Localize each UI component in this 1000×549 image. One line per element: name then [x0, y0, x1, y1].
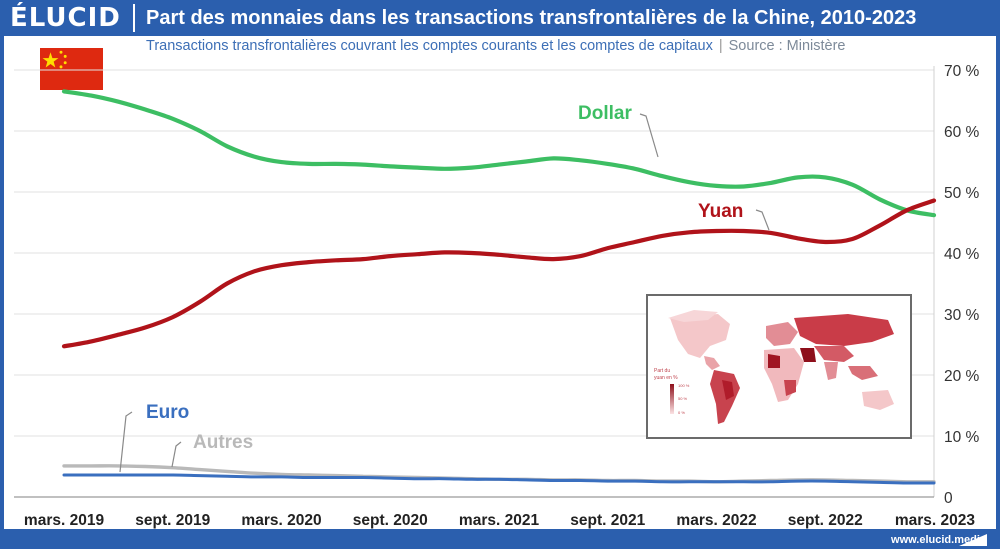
series-line-euro — [62, 473, 936, 485]
world-map-inset[interactable]: Part du yuan en % 100 % 50 % 0 % — [646, 294, 912, 439]
y-tick-label: 40 % — [944, 246, 980, 263]
y-axis-ticks: 0 10 % 20 % 30 % 40 % 50 % 60 % 70 % — [944, 63, 980, 507]
map-legend-tick-50: 50 % — [678, 396, 688, 401]
header: ÉLUCID Part des monnaies dans les transa… — [0, 0, 1000, 36]
x-axis-ticks: mars. 2019 sept. 2019 mars. 2020 sept. 2020… — [24, 512, 975, 529]
annotation-leader-euro — [119, 411, 133, 473]
y-tick-label: 10 % — [944, 429, 980, 446]
y-tick-label: 60 % — [944, 124, 980, 141]
annotation-leader-yuan — [755, 209, 770, 231]
subtitle-text: Transactions transfrontalières couvrant … — [146, 38, 713, 54]
footer-url[interactable]: www.elucid.media — [891, 534, 986, 546]
y-tick-label: 20 % — [944, 368, 980, 385]
y-tick-label: 0 — [944, 490, 953, 507]
elucid-logo[interactable]: ÉLUCID — [10, 3, 121, 33]
world-map-image: Part du yuan en % 100 % 50 % 0 % — [648, 296, 910, 437]
x-tick-label: sept. 2022 — [788, 512, 863, 529]
series-label-autres: Autres — [193, 432, 253, 453]
china-flag-icon — [40, 48, 103, 90]
y-tick-label: 50 % — [944, 185, 980, 202]
annotation-leader-autres — [171, 441, 182, 468]
series-line-yuan — [61, 198, 937, 349]
y-tick-label: 30 % — [944, 307, 980, 324]
map-legend-title-line1: Part du — [654, 368, 670, 374]
chart-title: Part des monnaies dans les transactions … — [146, 7, 917, 29]
x-tick-label: mars. 2021 — [459, 512, 540, 529]
elucid-mark-icon — [959, 534, 987, 546]
logo-divider — [133, 4, 135, 32]
series-line-dollar — [61, 89, 937, 218]
y-tick-label: 70 % — [944, 63, 980, 80]
subtitle-separator: | — [718, 38, 723, 54]
chart-subtitle: Transactions transfrontalières couvrant … — [146, 37, 846, 55]
series-label-yuan: Yuan — [698, 201, 743, 222]
x-tick-label: sept. 2020 — [353, 512, 428, 529]
map-legend-title-line2: yuan en % — [654, 375, 678, 381]
series-label-euro: Euro — [146, 402, 189, 423]
map-legend-scale — [670, 384, 674, 414]
x-tick-label: sept. 2019 — [135, 512, 210, 529]
x-tick-label: mars. 2023 — [895, 512, 976, 529]
map-legend-tick-0: 0 % — [678, 410, 685, 415]
series-label-dollar: Dollar — [578, 103, 632, 124]
map-legend-tick-100: 100 % — [678, 383, 690, 388]
map-legend: Part du yuan en % 100 % 50 % 0 % — [654, 368, 690, 415]
x-tick-label: mars. 2022 — [676, 512, 756, 529]
annotation-leader-dollar — [639, 113, 659, 158]
x-tick-label: mars. 2019 — [24, 512, 105, 529]
x-tick-label: mars. 2020 — [241, 512, 321, 529]
map-continents — [668, 310, 894, 424]
subtitle-source: Source : Ministère — [728, 38, 846, 54]
series-lines — [61, 89, 937, 485]
x-tick-label: sept. 2021 — [570, 512, 645, 529]
